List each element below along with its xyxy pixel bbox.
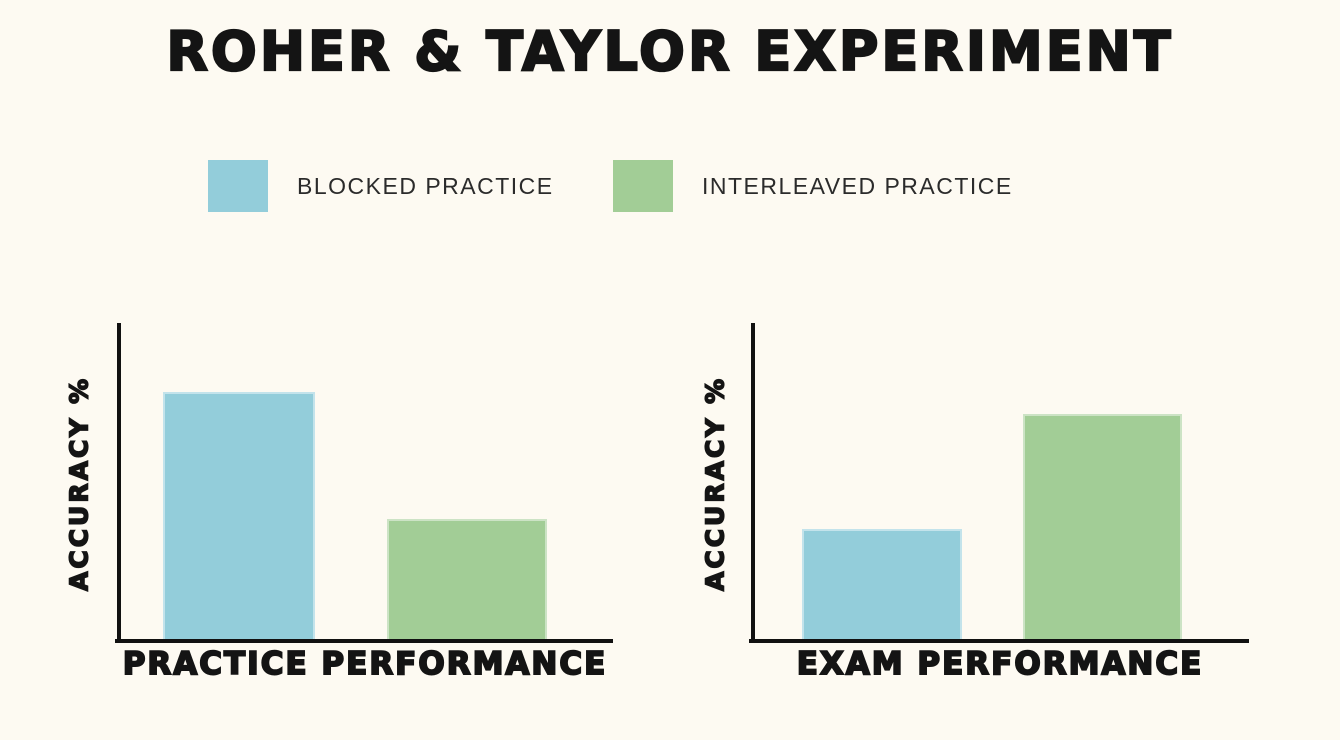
legend-item-blocked-practice: BLOCKED PRACTICE bbox=[208, 160, 554, 212]
x-axis-label-practice: PRACTICE PERFORMANCE bbox=[122, 645, 608, 683]
y-axis-line-exam bbox=[751, 323, 755, 643]
bar-practice-blocked bbox=[163, 391, 315, 643]
practice-performance-plot-area bbox=[115, 323, 613, 643]
exam-performance-plot-area bbox=[749, 323, 1249, 643]
legend-label-interleaved-practice: INTERLEAVED PRACTICE bbox=[702, 172, 1013, 199]
x-axis-label-exam: EXAM PERFORMANCE bbox=[796, 645, 1204, 683]
legend-swatch-interleaved-practice bbox=[613, 160, 673, 212]
bar-practice-interleaved bbox=[387, 518, 547, 643]
x-axis-line-practice bbox=[115, 639, 613, 643]
legend-item-interleaved-practice: INTERLEAVED PRACTICE bbox=[613, 160, 1013, 212]
chart-title: ROHER & TAYLOR EXPERIMENT bbox=[165, 19, 1174, 84]
y-axis-label-exam: ACCURACY % bbox=[700, 375, 731, 592]
x-axis-line-exam bbox=[749, 639, 1249, 643]
bar-exam-blocked bbox=[802, 528, 962, 643]
y-axis-label-practice: ACCURACY % bbox=[64, 375, 95, 592]
legend-label-blocked-practice: BLOCKED PRACTICE bbox=[297, 172, 554, 199]
bar-exam-interleaved bbox=[1023, 414, 1182, 643]
legend-swatch-blocked-practice bbox=[208, 160, 268, 212]
y-axis-line-practice bbox=[117, 323, 121, 643]
